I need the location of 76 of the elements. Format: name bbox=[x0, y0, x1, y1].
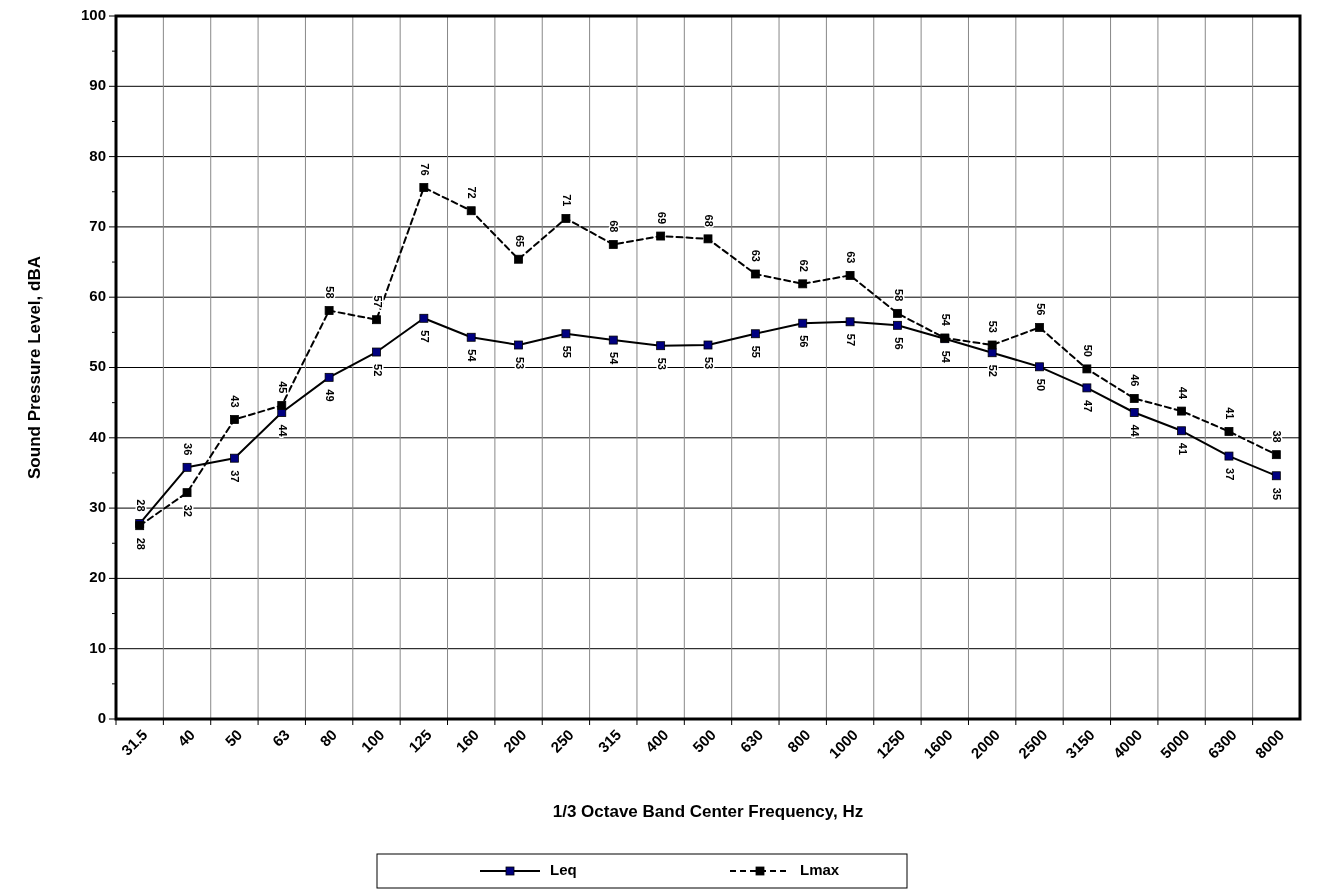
legend-label: Lmax bbox=[800, 860, 840, 878]
data-label: 56 bbox=[797, 335, 810, 348]
data-label: 58 bbox=[324, 286, 337, 299]
data-label: 44 bbox=[1129, 424, 1142, 438]
data-label: 52 bbox=[371, 364, 384, 377]
y-tick-label: 70 bbox=[89, 216, 106, 234]
y-tick-label: 100 bbox=[80, 5, 106, 23]
data-label: 63 bbox=[750, 249, 763, 262]
data-label: 47 bbox=[1081, 399, 1094, 413]
x-tick-label: 50 bbox=[221, 725, 246, 750]
data-label: 54 bbox=[608, 352, 621, 366]
data-label: 41 bbox=[1176, 442, 1189, 456]
data-label: 50 bbox=[1034, 378, 1047, 392]
data-label: 53 bbox=[655, 357, 668, 370]
data-label: 54 bbox=[939, 350, 952, 364]
data-label: 57 bbox=[845, 333, 858, 347]
x-tick-label: 63 bbox=[268, 725, 293, 750]
data-label: 54 bbox=[466, 349, 479, 363]
data-label: 50 bbox=[1081, 344, 1094, 357]
y-tick-label: 80 bbox=[89, 146, 106, 164]
data-label: 35 bbox=[1271, 487, 1284, 501]
data-label: 38 bbox=[1271, 430, 1284, 443]
data-label: 55 bbox=[561, 345, 574, 359]
data-label: 62 bbox=[797, 259, 810, 272]
data-label: 56 bbox=[1034, 303, 1047, 316]
x-tick-label: 800 bbox=[783, 725, 814, 756]
data-label: 28 bbox=[134, 537, 147, 550]
y-tick-label: 40 bbox=[89, 427, 106, 445]
y-tick-label: 50 bbox=[89, 357, 106, 375]
y-tick-label: 60 bbox=[89, 287, 106, 305]
data-label: 76 bbox=[418, 163, 431, 176]
data-label: 44 bbox=[276, 424, 289, 438]
x-tick-label: 315 bbox=[594, 725, 625, 756]
data-label: 36 bbox=[182, 443, 195, 456]
data-label: 69 bbox=[655, 211, 668, 225]
x-tick-label: 100 bbox=[357, 725, 388, 756]
legend-label: Leq bbox=[550, 860, 577, 878]
y-tick-label: 0 bbox=[97, 708, 106, 726]
data-label: 68 bbox=[608, 220, 621, 233]
data-label: 41 bbox=[1224, 407, 1237, 420]
y-tick-label: 30 bbox=[89, 498, 106, 516]
data-label: 72 bbox=[466, 186, 479, 199]
y-tick-label: 10 bbox=[89, 638, 106, 656]
data-label: 44 bbox=[1176, 386, 1189, 400]
data-label: 53 bbox=[987, 320, 1000, 333]
data-label: 46 bbox=[1129, 374, 1142, 387]
data-label: 37 bbox=[1224, 468, 1237, 481]
data-label: 65 bbox=[513, 234, 526, 248]
y-tick-label: 20 bbox=[89, 568, 106, 586]
data-label: 58 bbox=[892, 289, 905, 302]
x-axis-title: 1/3 Octave Band Center Frequency, Hz bbox=[552, 802, 864, 821]
data-label: 63 bbox=[845, 251, 858, 264]
data-label: 45 bbox=[276, 381, 289, 394]
y-tick-label: 90 bbox=[89, 76, 106, 94]
data-label: 68 bbox=[703, 214, 716, 227]
x-tick-label: 250 bbox=[547, 725, 577, 756]
x-tick-label: 500 bbox=[689, 725, 719, 756]
data-label: 28 bbox=[134, 499, 147, 512]
data-label: 52 bbox=[987, 364, 1000, 377]
x-tick-label: 630 bbox=[736, 725, 767, 756]
y-axis-title: Sound Pressure Level, dBA bbox=[25, 256, 44, 479]
x-tick-label: 125 bbox=[405, 725, 435, 756]
data-label: 49 bbox=[324, 389, 337, 402]
data-label: 55 bbox=[750, 345, 763, 359]
data-label: 71 bbox=[561, 194, 574, 207]
data-label: 56 bbox=[892, 337, 905, 350]
x-tick-label: 40 bbox=[174, 725, 198, 750]
data-label: 37 bbox=[229, 470, 242, 483]
data-label: 32 bbox=[182, 504, 195, 517]
data-label: 54 bbox=[939, 313, 952, 327]
x-tick-label: 80 bbox=[316, 725, 341, 750]
x-tick-label: 200 bbox=[499, 725, 530, 756]
x-tick-label: 160 bbox=[452, 725, 483, 756]
x-tick-label: 400 bbox=[641, 725, 672, 756]
data-label: 43 bbox=[229, 395, 242, 408]
data-label: 57 bbox=[418, 330, 431, 343]
